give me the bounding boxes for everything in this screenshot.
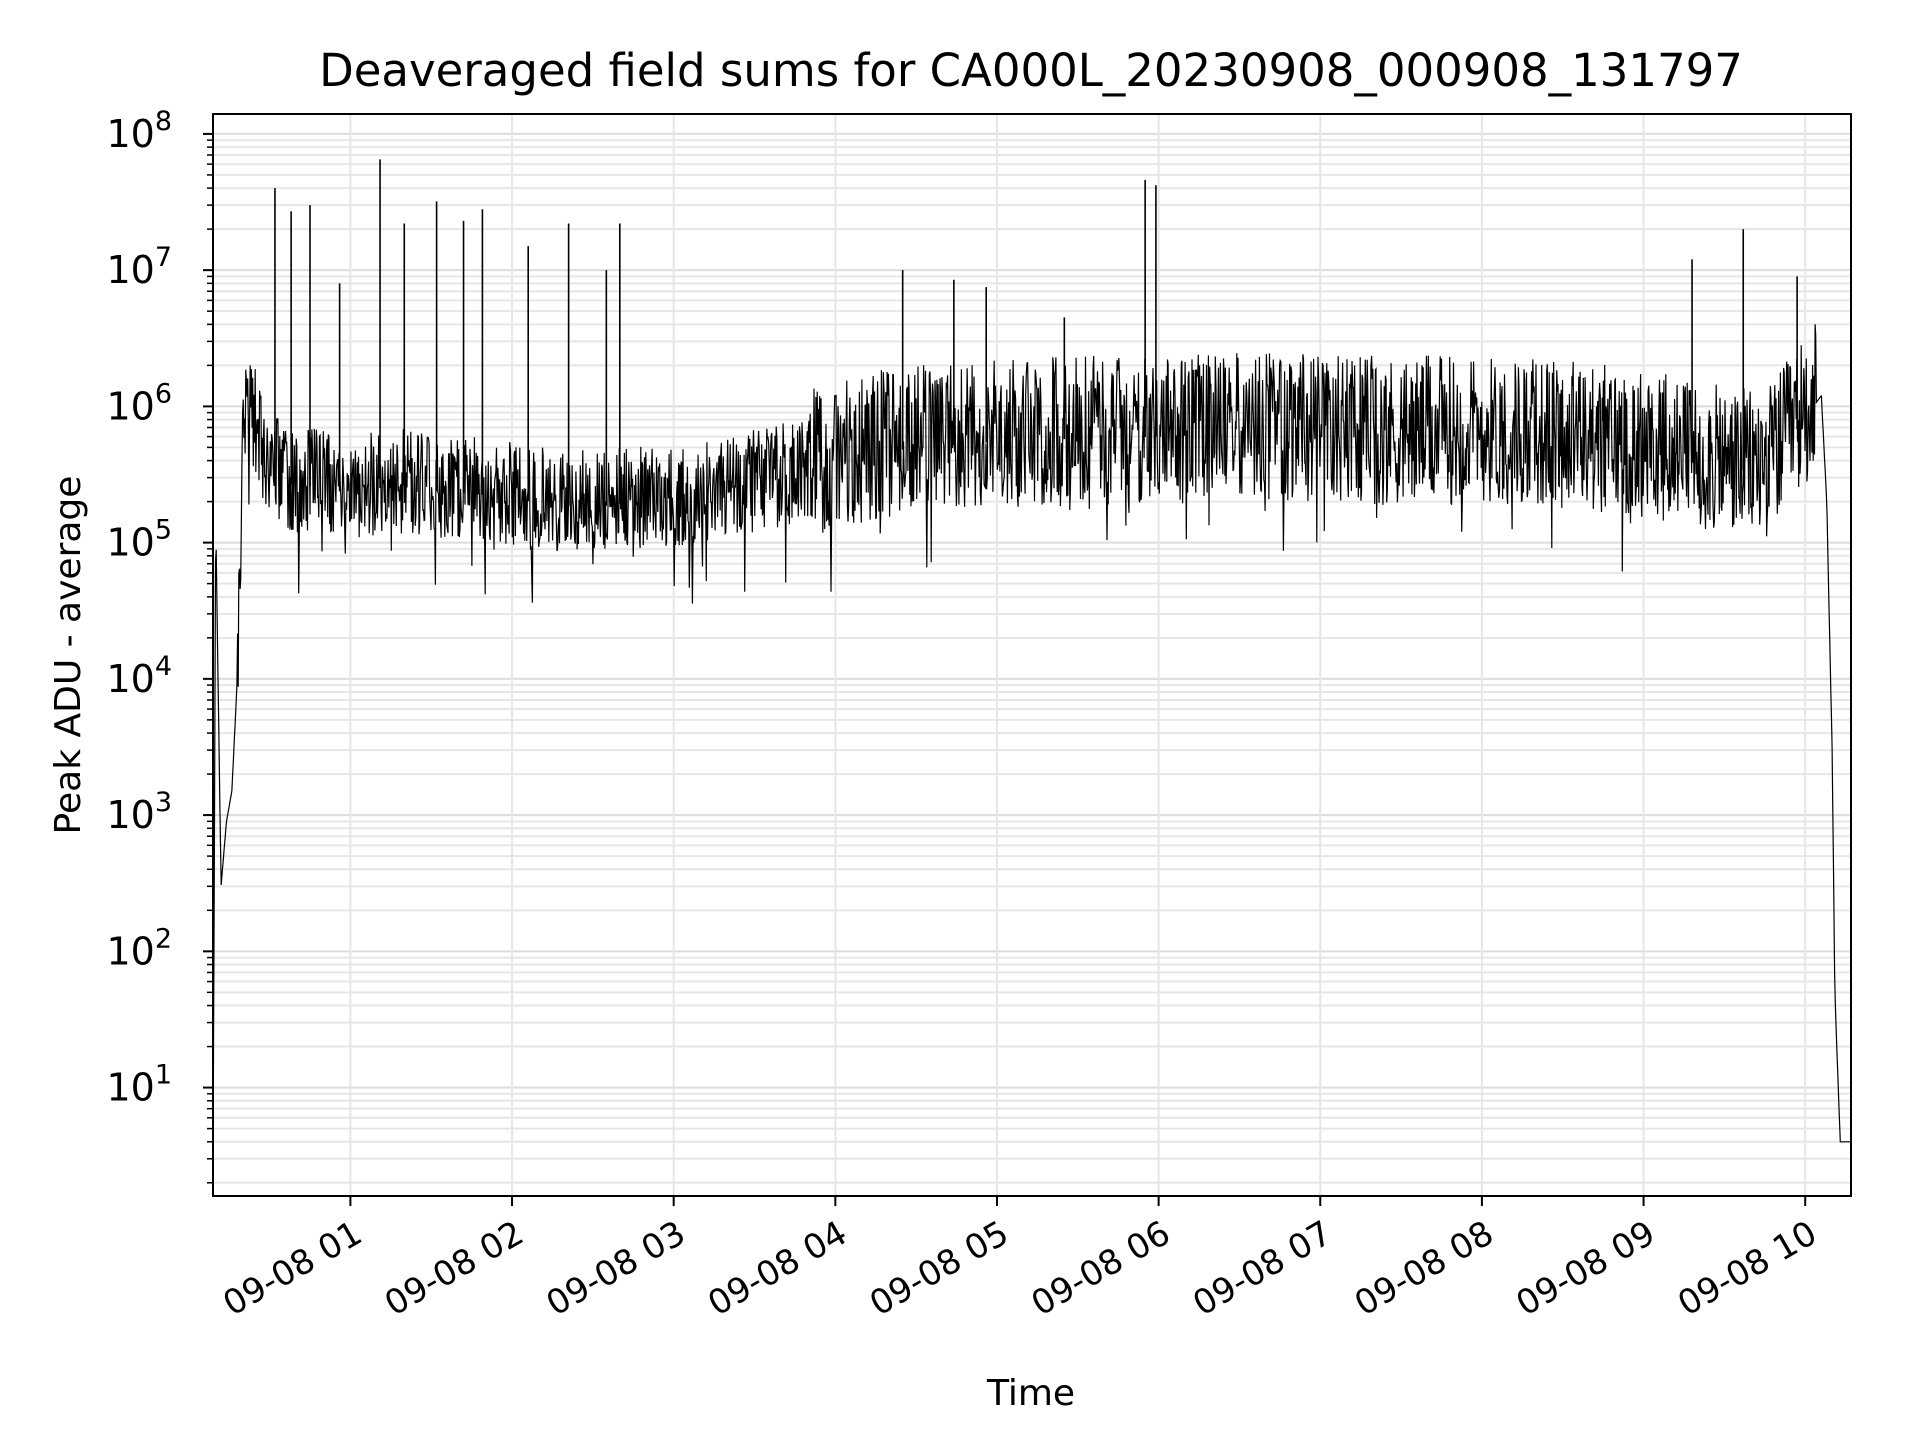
chart-title: Deaveraged field sums for CA000L_2023090… bbox=[319, 44, 1743, 97]
y-axis-label: Peak ADU - average bbox=[48, 476, 89, 835]
y-tick-label: 104 bbox=[106, 651, 172, 701]
grid-lines bbox=[213, 114, 1851, 1196]
y-tick-label: 107 bbox=[106, 242, 172, 292]
y-tick-label: 105 bbox=[106, 515, 172, 565]
series-line bbox=[212, 324, 1851, 1183]
y-tick-label: 101 bbox=[106, 1060, 172, 1110]
plot-frame bbox=[212, 113, 1852, 1197]
y-axis: 101 102 103 104 105 106 107 108 bbox=[106, 106, 213, 1184]
y-tick-label: 108 bbox=[106, 106, 172, 156]
y-tick-label: 103 bbox=[106, 787, 172, 837]
y-tick-label: 106 bbox=[106, 378, 172, 428]
series-layer bbox=[212, 159, 1851, 1183]
y-tick-label: 102 bbox=[106, 923, 172, 973]
x-axis-label: Time bbox=[986, 1373, 1075, 1414]
